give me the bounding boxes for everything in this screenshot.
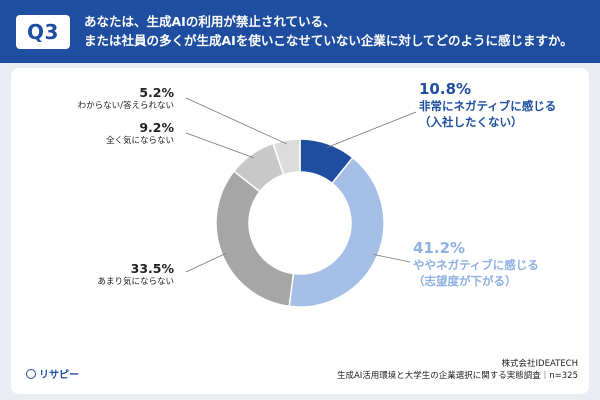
question-text: あなたは、生成AIの利用が禁止されている、 または社員の多くが生成AIを使いこな…	[84, 12, 590, 50]
leader-very-negative	[326, 111, 417, 148]
label-very-negative-pct: 10.8%	[419, 80, 472, 98]
label-dont-know: 5.2% わからない/答えられない	[78, 85, 174, 113]
label-very-negative-sub: （入社したくない）	[419, 115, 523, 129]
logo-text: リサピー	[39, 370, 79, 381]
label-dont-know-name: わからない/答えられない	[77, 101, 174, 111]
label-very-negative-name: 非常にネガティブに感じる	[419, 99, 557, 113]
source-note: 株式会社IDEATECH 生成AI活用環境と大学生の企業選択に関する実態調査｜n…	[337, 358, 578, 382]
label-not-at-all-pct: 9.2%	[139, 120, 174, 135]
label-not-much: 33.5% あまり気にならない	[97, 261, 174, 289]
leader-dont-know	[185, 97, 288, 145]
label-very-negative: 10.8% 非常にネガティブに感じる （入社したくない）	[419, 80, 556, 130]
question-header: Q3 あなたは、生成AIの利用が禁止されている、 または社員の多くが生成AIを使…	[0, 0, 600, 63]
source-survey: 生成AI活用環境と大学生の企業選択に関する実態調査｜n=325	[336, 371, 578, 381]
question-line-2: または社員の多くが生成AIを使いこなせていない企業に対してどのように感じますか。	[84, 33, 573, 48]
leader-somewhat-negative	[373, 254, 411, 263]
slice-not-much	[215, 170, 295, 308]
label-not-much-pct: 33.5%	[130, 261, 174, 276]
question-line-1: あなたは、生成AIの利用が禁止されている、	[84, 14, 336, 29]
question-badge: Q3	[16, 15, 70, 49]
donut-slices	[215, 138, 385, 308]
label-somewhat-negative-name: ややネガティブに感じる	[413, 258, 539, 272]
logo-mark-icon	[26, 368, 36, 379]
label-somewhat-negative-sub: （志望度が下がる）	[413, 274, 517, 288]
label-dont-know-pct: 5.2%	[139, 85, 174, 100]
label-somewhat-negative-pct: 41.2%	[413, 239, 466, 257]
slice-dont-know	[272, 138, 301, 176]
slice-somewhat-negative	[288, 156, 385, 308]
leader-not-at-all	[185, 132, 254, 159]
label-not-much-name: あまり気にならない	[97, 277, 174, 287]
chart-card	[11, 68, 589, 394]
source-company: 株式会社IDEATECH	[501, 359, 578, 369]
label-somewhat-negative: 41.2% ややネガティブに感じる （志望度が下がる）	[413, 239, 539, 289]
label-not-at-all: 9.2% 全く気にならない	[106, 120, 174, 148]
leader-lines	[185, 97, 417, 273]
label-not-at-all-name: 全く気にならない	[105, 136, 174, 146]
leader-not-much	[185, 252, 227, 273]
brand-logo: リサピー	[26, 366, 79, 381]
